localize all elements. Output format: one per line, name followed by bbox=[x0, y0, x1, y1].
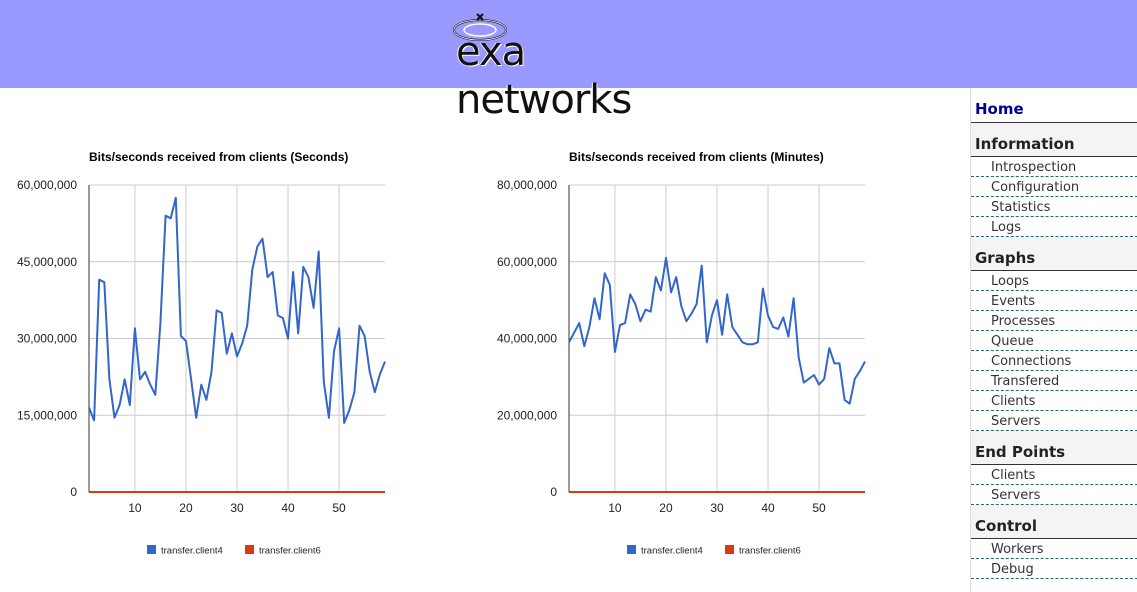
y-tick-label: 80,000,000 bbox=[497, 178, 557, 192]
legend-label-transfer-client6: transfer.client6 bbox=[259, 546, 321, 557]
nav-item-information-logs[interactable]: Logs bbox=[971, 217, 1137, 237]
nav-item-end-points-clients[interactable]: Clients bbox=[971, 465, 1137, 485]
x-tick-label: 40 bbox=[281, 501, 295, 515]
nav-sections: Information Introspection Configuration Sta… bbox=[971, 123, 1137, 579]
y-tick-label: 20,000,000 bbox=[497, 408, 557, 422]
y-tick-label: 40,000,000 bbox=[497, 332, 557, 346]
nav-item-end-points-servers[interactable]: Servers bbox=[971, 485, 1137, 505]
header-banner: exa networks bbox=[0, 0, 1137, 88]
nav-item-graphs-clients[interactable]: Clients bbox=[971, 391, 1137, 411]
y-tick-label: 60,000,000 bbox=[17, 178, 77, 192]
nav-home-link[interactable]: Home bbox=[971, 88, 1137, 123]
nav-item-graphs-connections[interactable]: Connections bbox=[971, 351, 1137, 371]
y-tick-label: 30,000,000 bbox=[17, 332, 77, 346]
legend-label-transfer-client6: transfer.client6 bbox=[739, 546, 801, 557]
nav-item-information-configuration[interactable]: Configuration bbox=[971, 177, 1137, 197]
x-tick-label: 10 bbox=[608, 501, 622, 515]
sidebar-nav: Home Information Introspection Configurati… bbox=[970, 88, 1137, 592]
x-tick-label: 30 bbox=[230, 501, 244, 515]
nav-section-information: Information bbox=[971, 123, 1137, 157]
legend-swatch-transfer-client6 bbox=[725, 545, 734, 554]
x-tick-label: 50 bbox=[812, 501, 826, 515]
x-tick-label: 20 bbox=[179, 501, 193, 515]
nav-item-information-introspection[interactable]: Introspection bbox=[971, 157, 1137, 177]
nav-section-graphs: Graphs bbox=[971, 237, 1137, 271]
x-tick-label: 40 bbox=[761, 501, 775, 515]
y-tick-label: 45,000,000 bbox=[17, 255, 77, 269]
nav-item-graphs-servers[interactable]: Servers bbox=[971, 411, 1137, 431]
y-tick-label: 0 bbox=[550, 485, 557, 499]
x-tick-label: 20 bbox=[659, 501, 673, 515]
legend-swatch-transfer-client4 bbox=[147, 545, 156, 554]
chart-title: Bits/seconds received from clients (Seco… bbox=[89, 150, 348, 164]
y-tick-label: 15,000,000 bbox=[17, 408, 77, 422]
nav-item-control-debug[interactable]: Debug bbox=[971, 559, 1137, 579]
brand-name: exa networks bbox=[456, 28, 690, 124]
chart-minutes: Bits/seconds received from clients (Minu… bbox=[480, 140, 880, 570]
nav-item-graphs-loops[interactable]: Loops bbox=[971, 271, 1137, 291]
y-tick-label: 60,000,000 bbox=[497, 255, 557, 269]
legend-label-transfer-client4: transfer.client4 bbox=[161, 546, 223, 557]
y-tick-label: 0 bbox=[70, 485, 77, 499]
nav-item-graphs-queue[interactable]: Queue bbox=[971, 331, 1137, 351]
exa-networks-logo[interactable]: exa networks bbox=[450, 8, 690, 80]
nav-item-information-statistics[interactable]: Statistics bbox=[971, 197, 1137, 217]
nav-item-graphs-transfered[interactable]: Transfered bbox=[971, 371, 1137, 391]
chart-seconds: Bits/seconds received from clients (Seco… bbox=[0, 140, 400, 570]
legend-swatch-transfer-client6 bbox=[245, 545, 254, 554]
nav-section-end-points: End Points bbox=[971, 431, 1137, 465]
x-tick-label: 10 bbox=[128, 501, 142, 515]
x-tick-label: 30 bbox=[710, 501, 724, 515]
chart-title: Bits/seconds received from clients (Minu… bbox=[569, 150, 824, 164]
nav-section-control: Control bbox=[971, 505, 1137, 539]
legend-swatch-transfer-client4 bbox=[627, 545, 636, 554]
nav-item-control-workers[interactable]: Workers bbox=[971, 539, 1137, 559]
x-tick-label: 50 bbox=[332, 501, 346, 515]
nav-item-graphs-events[interactable]: Events bbox=[971, 291, 1137, 311]
chart-seconds-svg: Bits/seconds received from clients (Seco… bbox=[0, 140, 400, 570]
legend-label-transfer-client4: transfer.client4 bbox=[641, 546, 703, 557]
chart-minutes-svg: Bits/seconds received from clients (Minu… bbox=[480, 140, 880, 570]
nav-item-graphs-processes[interactable]: Processes bbox=[971, 311, 1137, 331]
